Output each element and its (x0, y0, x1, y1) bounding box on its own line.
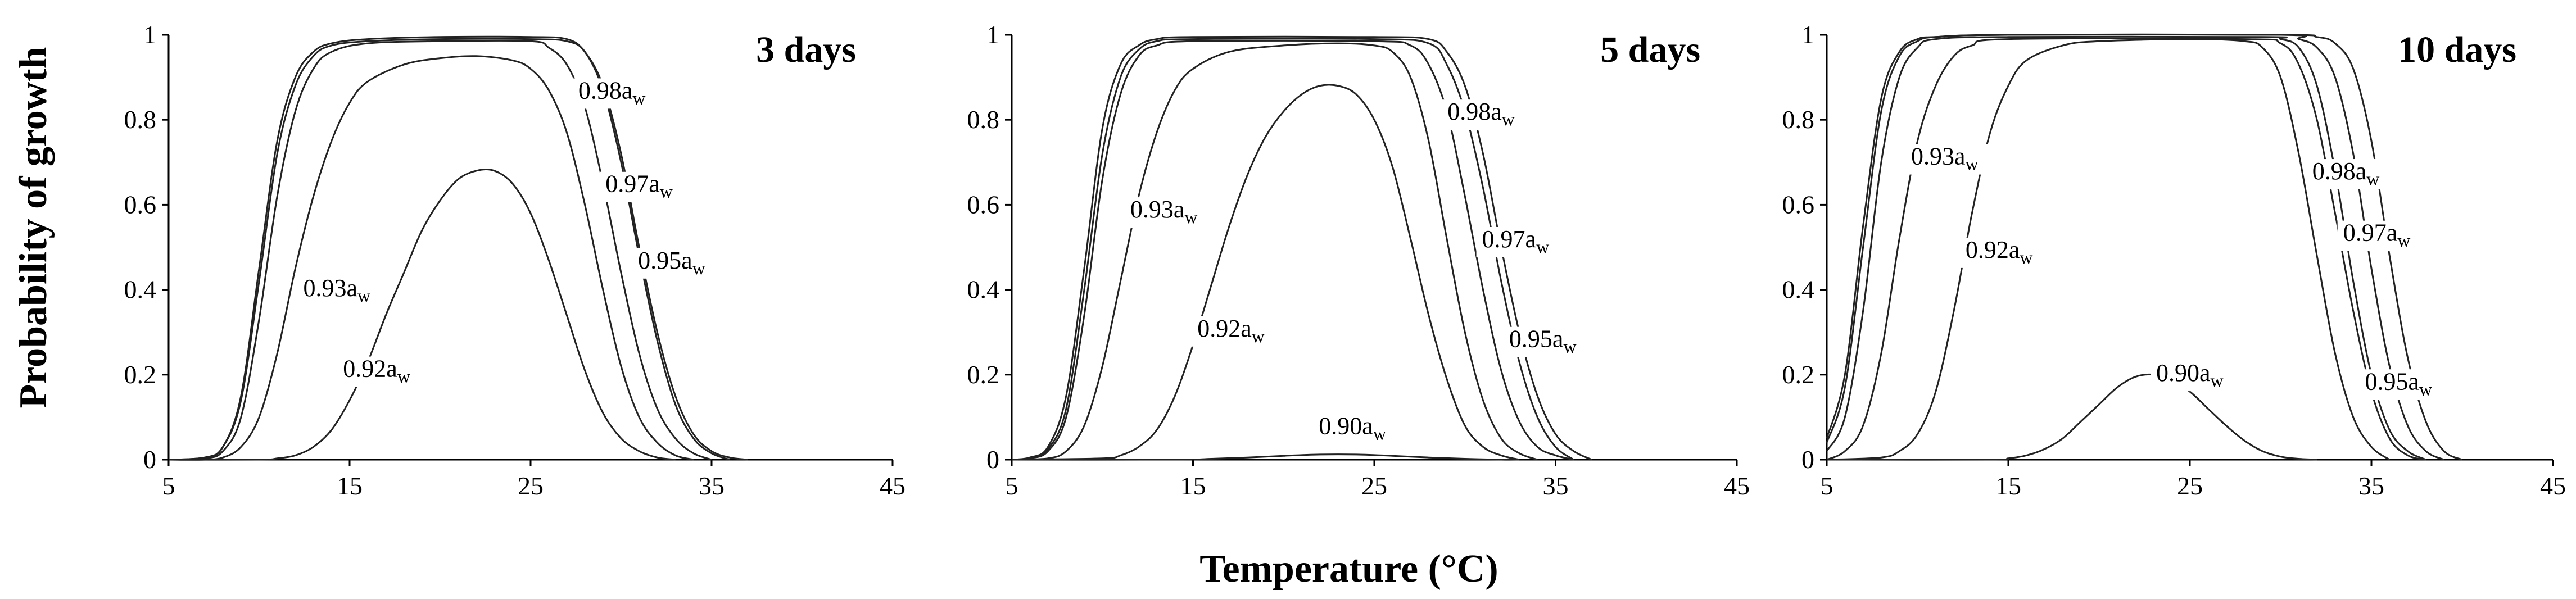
series-label-bg (1313, 414, 1398, 444)
x-tick-label: 35 (699, 471, 725, 500)
y-tick-label: 1 (986, 20, 999, 49)
series-line-0.93aw (1826, 37, 2426, 461)
series-line-0.97aw (1826, 33, 2444, 461)
x-tick-label: 5 (1006, 471, 1018, 500)
y-axis-title: Probability of growth (12, 47, 55, 409)
y-tick-label: 0.4 (124, 275, 157, 304)
x-tick-label: 15 (1180, 471, 1206, 500)
series-line-0.95aw (1011, 39, 1574, 461)
y-tick-label: 0.2 (124, 360, 157, 389)
series-label-bg (632, 248, 717, 279)
series-label-bg (600, 171, 685, 202)
series-label-0.93aw: 0.93aw (303, 274, 370, 306)
y-tick-label: 0.2 (967, 360, 1000, 389)
series-label-bg (1124, 197, 1209, 228)
series-line-0.93aw (168, 55, 694, 461)
series-label-0.90aw: 0.90aw (1319, 412, 1386, 444)
y-tick-label: 0 (1801, 445, 1814, 474)
series-label-0.98aw: 0.98aw (2312, 157, 2380, 189)
series-line-0.92aw (1011, 84, 1520, 461)
series-label-bg (572, 78, 657, 109)
series-label-0.98aw: 0.98aw (1447, 98, 1515, 129)
series-line-0.97aw (1011, 38, 1574, 461)
panel-10-days: 00.20.40.60.815 15 25 35 450.98aw0.97aw0.95a… (1782, 20, 2566, 500)
series-line-0.92aw (168, 169, 676, 461)
x-tick-label: 35 (2358, 471, 2384, 500)
y-tick-label: 0.2 (1782, 360, 1815, 389)
x-tick-label: 45 (2540, 471, 2566, 500)
panel-title: 10 days (2398, 29, 2516, 70)
x-tick-label: 45 (880, 471, 906, 500)
x-tick-label: 5 (1821, 471, 1833, 500)
series-label-0.92aw: 0.92aw (1197, 315, 1265, 346)
series-label-0.97aw: 0.97aw (605, 170, 673, 202)
y-tick-label: 0.4 (1782, 275, 1815, 304)
y-tick-label: 1 (1801, 20, 1814, 49)
panel-5-days: 00.20.40.60.815 15 25 35 450.98aw0.97aw0.95a… (967, 20, 1750, 500)
series-label-bg (2306, 159, 2391, 190)
series-label-0.95aw: 0.95aw (2365, 367, 2432, 399)
series-label-0.90aw: 0.90aw (2156, 359, 2224, 391)
series-line-0.90aw (1826, 373, 2317, 461)
series-line-0.95aw (1826, 35, 2426, 461)
series-label-bg (1192, 316, 1276, 347)
series-label-bg (2359, 369, 2444, 400)
series-label-0.92aw: 0.92aw (343, 355, 410, 387)
y-tick-label: 0 (986, 445, 999, 474)
series-label-bg (1503, 326, 1588, 357)
series-label-bg (297, 275, 382, 306)
series-line-0.90aw (1011, 453, 1520, 461)
series-line-0.92aw (1826, 38, 2391, 461)
x-tick-label: 25 (2177, 471, 2203, 500)
series-label-0.92aw: 0.92aw (1966, 236, 2033, 267)
series-label-0.93aw: 0.93aw (1130, 196, 1198, 227)
panel-title: 3 days (756, 29, 856, 70)
panel-title: 5 days (1600, 29, 1700, 70)
series-label-0.95aw: 0.95aw (638, 247, 705, 278)
x-tick-label: 35 (1543, 471, 1569, 500)
series-label-bg (1959, 237, 2044, 268)
panel-3-days: 00.20.40.60.815 15 25 35 450.98aw0.97aw0.95a… (124, 20, 906, 500)
series-label-bg (1476, 227, 1561, 257)
y-tick-label: 1 (143, 20, 156, 49)
y-tick-label: 0.8 (1782, 105, 1815, 134)
x-tick-label: 5 (162, 471, 175, 500)
series-line-0.98aw (168, 35, 748, 461)
series-label-0.98aw: 0.98aw (578, 76, 646, 108)
series-line-0.97aw (168, 38, 730, 461)
series-label-bg (2151, 361, 2235, 392)
series-line-0.95aw (168, 39, 712, 461)
y-tick-label: 0.6 (124, 190, 157, 219)
x-tick-label: 25 (1361, 471, 1387, 500)
y-tick-label: 0.8 (967, 105, 1000, 134)
series-label-bg (1905, 144, 1990, 175)
x-tick-label: 15 (337, 471, 363, 500)
y-tick-label: 0.4 (967, 275, 1000, 304)
y-tick-label: 0.6 (967, 190, 1000, 219)
series-line-0.93aw (1011, 42, 1538, 461)
series-label-bg (2337, 220, 2422, 251)
x-tick-label: 15 (1995, 471, 2021, 500)
x-axis-title: Temperature (°C) (1199, 547, 1498, 591)
series-label-0.97aw: 0.97aw (2343, 219, 2411, 251)
series-label-bg (337, 356, 422, 387)
series-label-0.97aw: 0.97aw (1482, 225, 1550, 257)
x-tick-label: 45 (1724, 471, 1750, 500)
y-tick-label: 0 (143, 445, 156, 474)
series-label-0.93aw: 0.93aw (1911, 143, 1979, 174)
y-tick-label: 0.6 (1782, 190, 1815, 219)
x-tick-label: 25 (518, 471, 544, 500)
y-tick-label: 0.8 (124, 105, 157, 134)
series-label-0.95aw: 0.95aw (1509, 325, 1577, 357)
series-label-bg (1442, 99, 1527, 130)
